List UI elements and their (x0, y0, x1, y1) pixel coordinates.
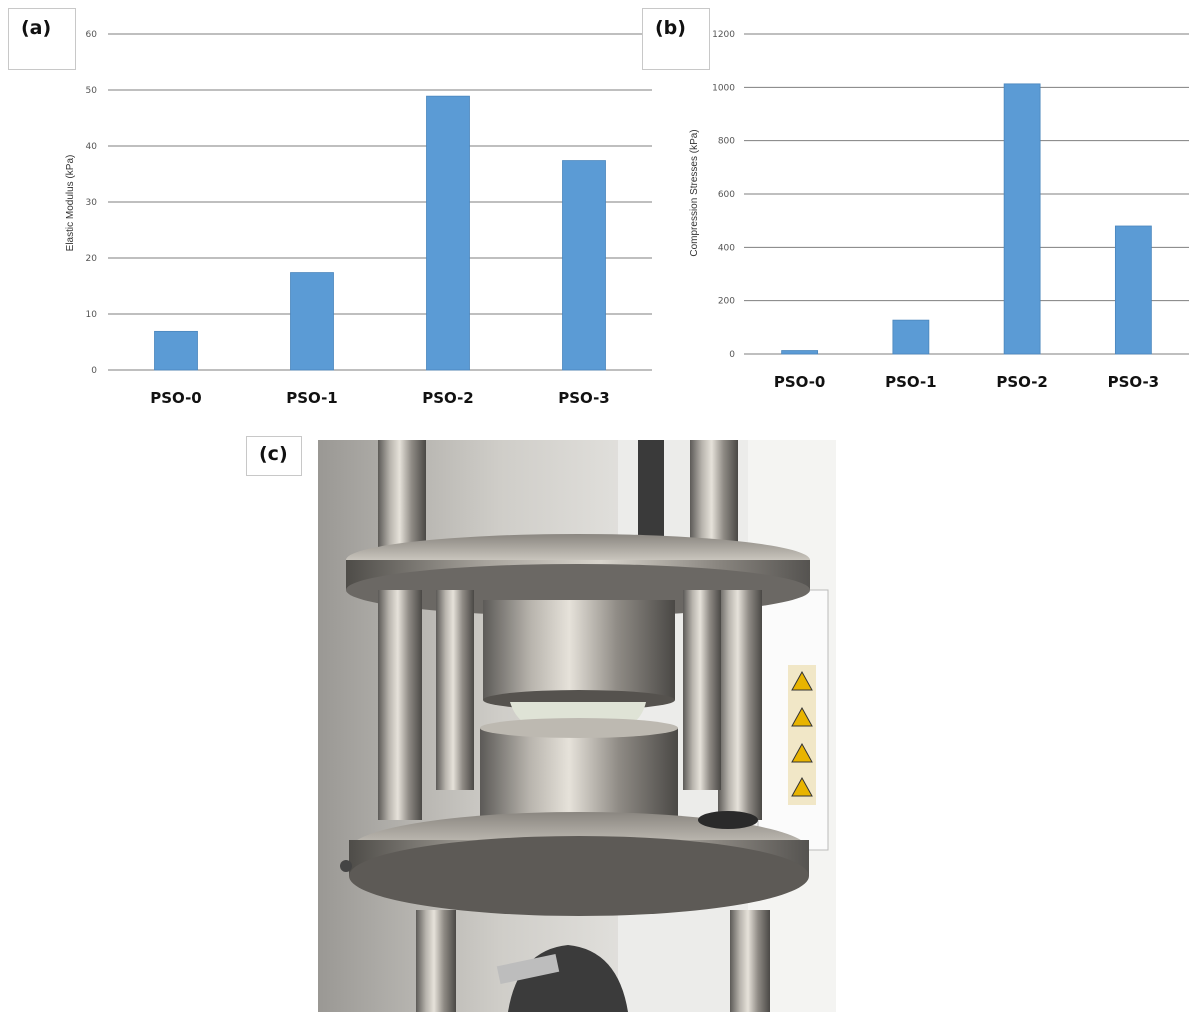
bar-pso-0 (154, 330, 198, 371)
y-tick-labels: 0 10 20 30 40 50 60 (86, 30, 98, 376)
elastic-modulus-chart: 0 10 20 30 40 50 60 PSO-0 PSO-1 PSO-2 PSO-3 Elast… (65, 30, 652, 407)
x-category-label: PSO-3 (558, 389, 610, 407)
x-category-label: PSO-1 (286, 389, 338, 407)
panel-label-b: (b) (642, 8, 710, 70)
panel-label-a: (a) (8, 8, 76, 70)
y-tick-label: 800 (718, 137, 735, 147)
y-tick-label: 20 (86, 254, 98, 264)
x-category-labels: PSO-0 PSO-1 PSO-2 PSO-3 (774, 373, 1159, 391)
bar-pso-3 (1114, 225, 1152, 355)
y-tick-label: 50 (86, 86, 98, 96)
y-tick-label: 400 (718, 243, 735, 253)
panel-label-c: (c) (246, 436, 302, 476)
y-tick-label: 40 (86, 142, 98, 152)
x-category-label: PSO-1 (885, 373, 937, 391)
bar-pso-0 (781, 350, 819, 355)
x-category-label: PSO-0 (774, 373, 826, 391)
x-category-labels: PSO-0 PSO-1 PSO-2 PSO-3 (150, 389, 610, 407)
y-tick-label: 0 (91, 366, 97, 376)
y-tick-label: 1200 (712, 30, 735, 40)
y-tick-label: 1000 (712, 83, 735, 93)
y-tick-label: 600 (718, 190, 735, 200)
y-axis-title: Elastic Modulus (kPa) (65, 155, 76, 252)
x-category-label: PSO-2 (422, 389, 474, 407)
bar-pso-1 (892, 319, 930, 355)
y-tick-label: 30 (86, 198, 98, 208)
x-category-label: PSO-0 (150, 389, 202, 407)
warning-labels-icon (788, 665, 816, 805)
compression-test-fixture-photo (318, 440, 836, 1012)
bar-pso-2 (426, 95, 470, 371)
bar-pso-1 (290, 272, 334, 371)
bar-pso-2 (1003, 83, 1041, 355)
bar-pso-3 (562, 160, 606, 371)
y-axis-title: Compression Stresses (kPa) (689, 129, 700, 256)
y-tick-label: 10 (86, 310, 98, 320)
x-category-label: PSO-2 (996, 373, 1048, 391)
y-gridlines (108, 33, 652, 371)
x-category-label: PSO-3 (1108, 373, 1160, 391)
y-tick-label: 200 (718, 297, 735, 307)
bars (781, 83, 1152, 355)
y-tick-label: 0 (729, 350, 735, 360)
y-gridlines (744, 33, 1189, 355)
y-tick-labels: 0 200 400 600 800 1000 1200 (712, 30, 735, 360)
bars (154, 95, 606, 371)
y-tick-label: 60 (86, 30, 98, 40)
